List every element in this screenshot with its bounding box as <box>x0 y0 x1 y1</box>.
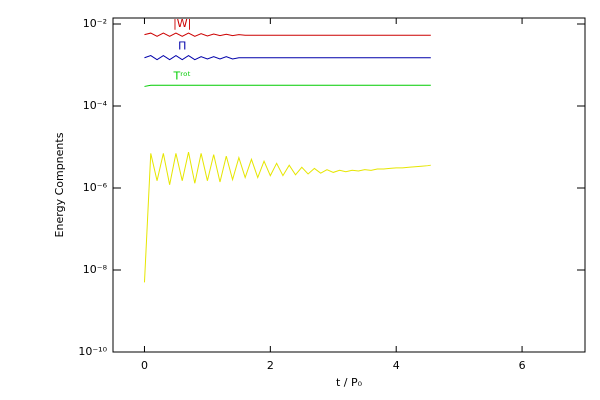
y-tick-label: 10⁻⁴ <box>83 99 108 112</box>
x-axis-label: t / P₀ <box>336 376 363 389</box>
x-tick-label: 4 <box>393 359 400 372</box>
x-tick-label: 2 <box>267 359 274 372</box>
plot-frame <box>112 17 586 353</box>
y-tick-label: 10⁻⁸ <box>83 263 108 276</box>
y-tick-label: 10⁻⁶ <box>83 181 108 194</box>
series-line <box>144 32 431 37</box>
x-tick-label: 0 <box>141 359 148 372</box>
x-tick-label: 6 <box>519 359 526 372</box>
series-line <box>144 84 431 87</box>
series-line <box>144 54 431 61</box>
series-line <box>143 152 431 283</box>
y-tick-label: 10⁻² <box>83 17 107 30</box>
y-axis-label: Energy Compnents <box>53 132 66 237</box>
y-tick-label: 10⁻¹⁰ <box>78 345 107 358</box>
series-label: Π <box>178 40 186 53</box>
series-label: |W| <box>173 17 191 30</box>
series-label: Tʳᵒᵗ <box>173 69 191 82</box>
